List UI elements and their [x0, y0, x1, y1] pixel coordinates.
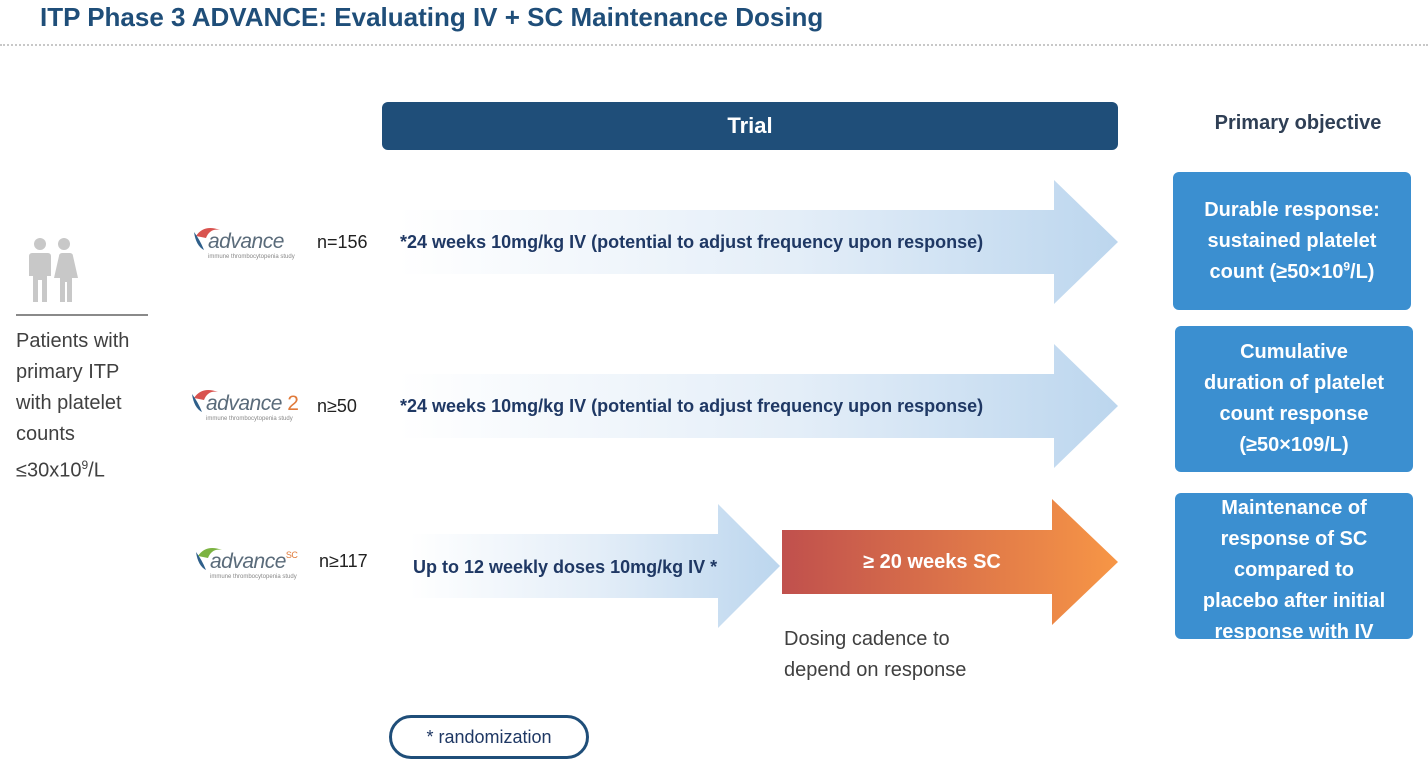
- patients-line: counts: [16, 423, 75, 445]
- sample-size: n≥117: [319, 551, 368, 571]
- arrow-label: *24 weeks 10mg/kg IV (potential to adjus…: [400, 232, 984, 252]
- objective-box: Maintenance of response of SC compared t…: [1175, 493, 1413, 639]
- patients-line: primary ITP: [16, 361, 120, 383]
- page-title: ITP Phase 3 ADVANCE: Evaluating IV + SC …: [40, 2, 824, 32]
- patients-icon: [29, 238, 78, 302]
- randomization-footnote: * randomization: [389, 715, 589, 759]
- sample-size: n≥50: [317, 396, 357, 416]
- sample-size: n=156: [317, 232, 368, 252]
- sc-arrow: [782, 499, 1118, 625]
- patients-line: with platelet: [16, 392, 122, 414]
- trial-header: Trial: [382, 102, 1118, 150]
- logo-leaf-icon: [194, 228, 220, 250]
- patient-population: Patients with primary ITP with platelet …: [16, 326, 166, 487]
- advance-sc-logo: advanceSC immune thrombocytopenia study: [196, 544, 306, 584]
- title-divider: [0, 44, 1428, 46]
- objective-box: Durable response: sustained platelet cou…: [1173, 172, 1411, 310]
- arrow-label: *24 weeks 10mg/kg IV (potential to adjus…: [400, 396, 984, 416]
- dosing-cadence-note: Dosing cadence to depend on response: [784, 628, 967, 681]
- arrow-label: Up to 12 weekly doses 10mg/kg IV *: [413, 557, 718, 577]
- objective-header: Primary objective: [1214, 112, 1382, 134]
- patients-divider: [16, 314, 148, 316]
- iv-arrow: [398, 180, 1118, 304]
- iv-arrow-short: [410, 504, 780, 628]
- logo-leaf-icon: [192, 390, 218, 412]
- sc-arrow-label: ≥ 20 weeks SC: [863, 550, 1001, 573]
- iv-arrow: [398, 344, 1118, 468]
- logo-leaf-icon: [196, 548, 222, 570]
- advance-logo: advance immune thrombocytopenia study: [194, 224, 304, 264]
- patients-line: ≤30x109/L: [16, 458, 105, 482]
- objective-box: Cumulative duration of platelet count re…: [1175, 326, 1413, 472]
- advance2-logo: advance 2 immune thrombocytopenia study: [192, 386, 302, 426]
- patients-line: Patients with: [16, 330, 130, 352]
